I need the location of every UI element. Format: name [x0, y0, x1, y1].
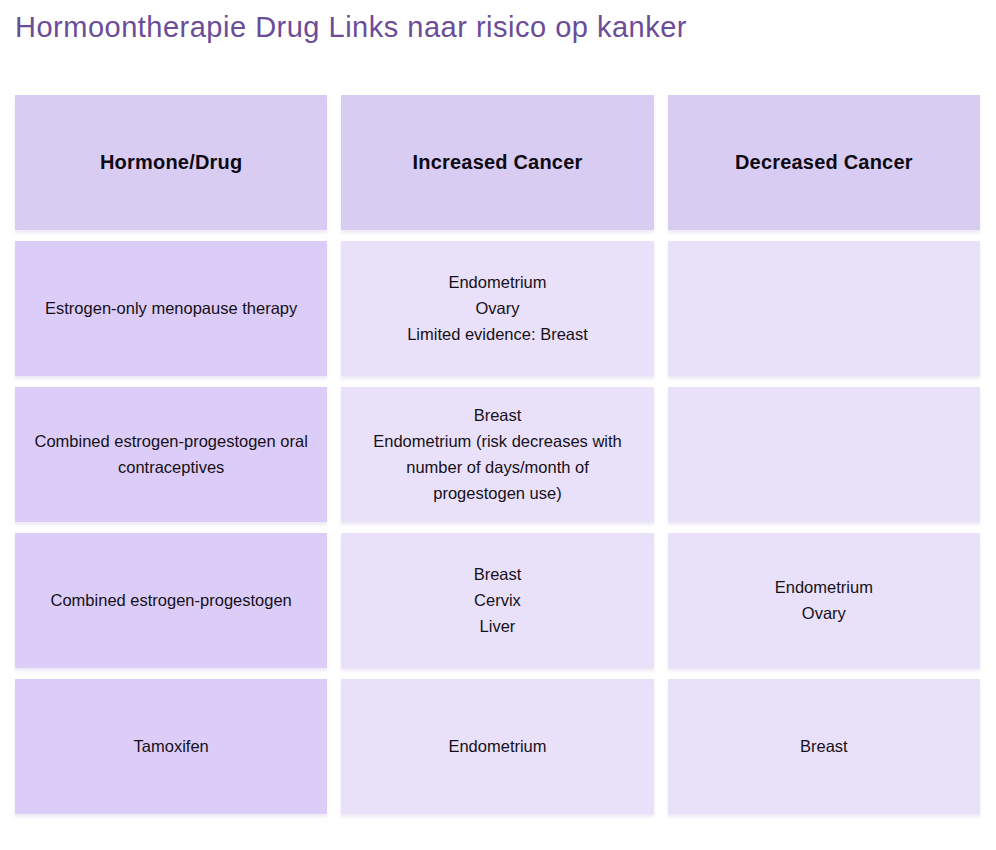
hormone-drug-cell-row3: Combined estrogen-progestogen — [15, 533, 327, 668]
page-title: Hormoontherapie Drug Links naar risico o… — [15, 0, 980, 45]
hormone-cancer-table: Hormone/Drug Increased Cancer Decreased … — [15, 95, 980, 814]
hormone-drug-cell-row2: Combined estrogen-progestogen oral contr… — [15, 387, 327, 522]
increased-cancer-cell-row4: Endometrium — [341, 679, 653, 814]
increased-cancer-cell-row3: Breast Cervix Liver — [341, 533, 653, 668]
hormone-drug-cell-row4: Tamoxifen — [15, 679, 327, 814]
increased-cancer-cell-row1: Endometrium Ovary Limited evidence: Brea… — [341, 241, 653, 376]
hormone-drug-cell-row1: Estrogen-only menopause therapy — [15, 241, 327, 376]
column-header-decreased-cancer: Decreased Cancer — [668, 95, 980, 230]
increased-cancer-cell-row2: Breast Endometrium (risk decreases with … — [341, 387, 653, 522]
column-header-hormone-drug: Hormone/Drug — [15, 95, 327, 230]
decreased-cancer-cell-row4: Breast — [668, 679, 980, 814]
decreased-cancer-cell-row1 — [668, 241, 980, 376]
column-header-increased-cancer: Increased Cancer — [341, 95, 653, 230]
decreased-cancer-cell-row2 — [668, 387, 980, 522]
decreased-cancer-cell-row3: Endometrium Ovary — [668, 533, 980, 668]
page: Hormoontherapie Drug Links naar risico o… — [0, 0, 996, 850]
